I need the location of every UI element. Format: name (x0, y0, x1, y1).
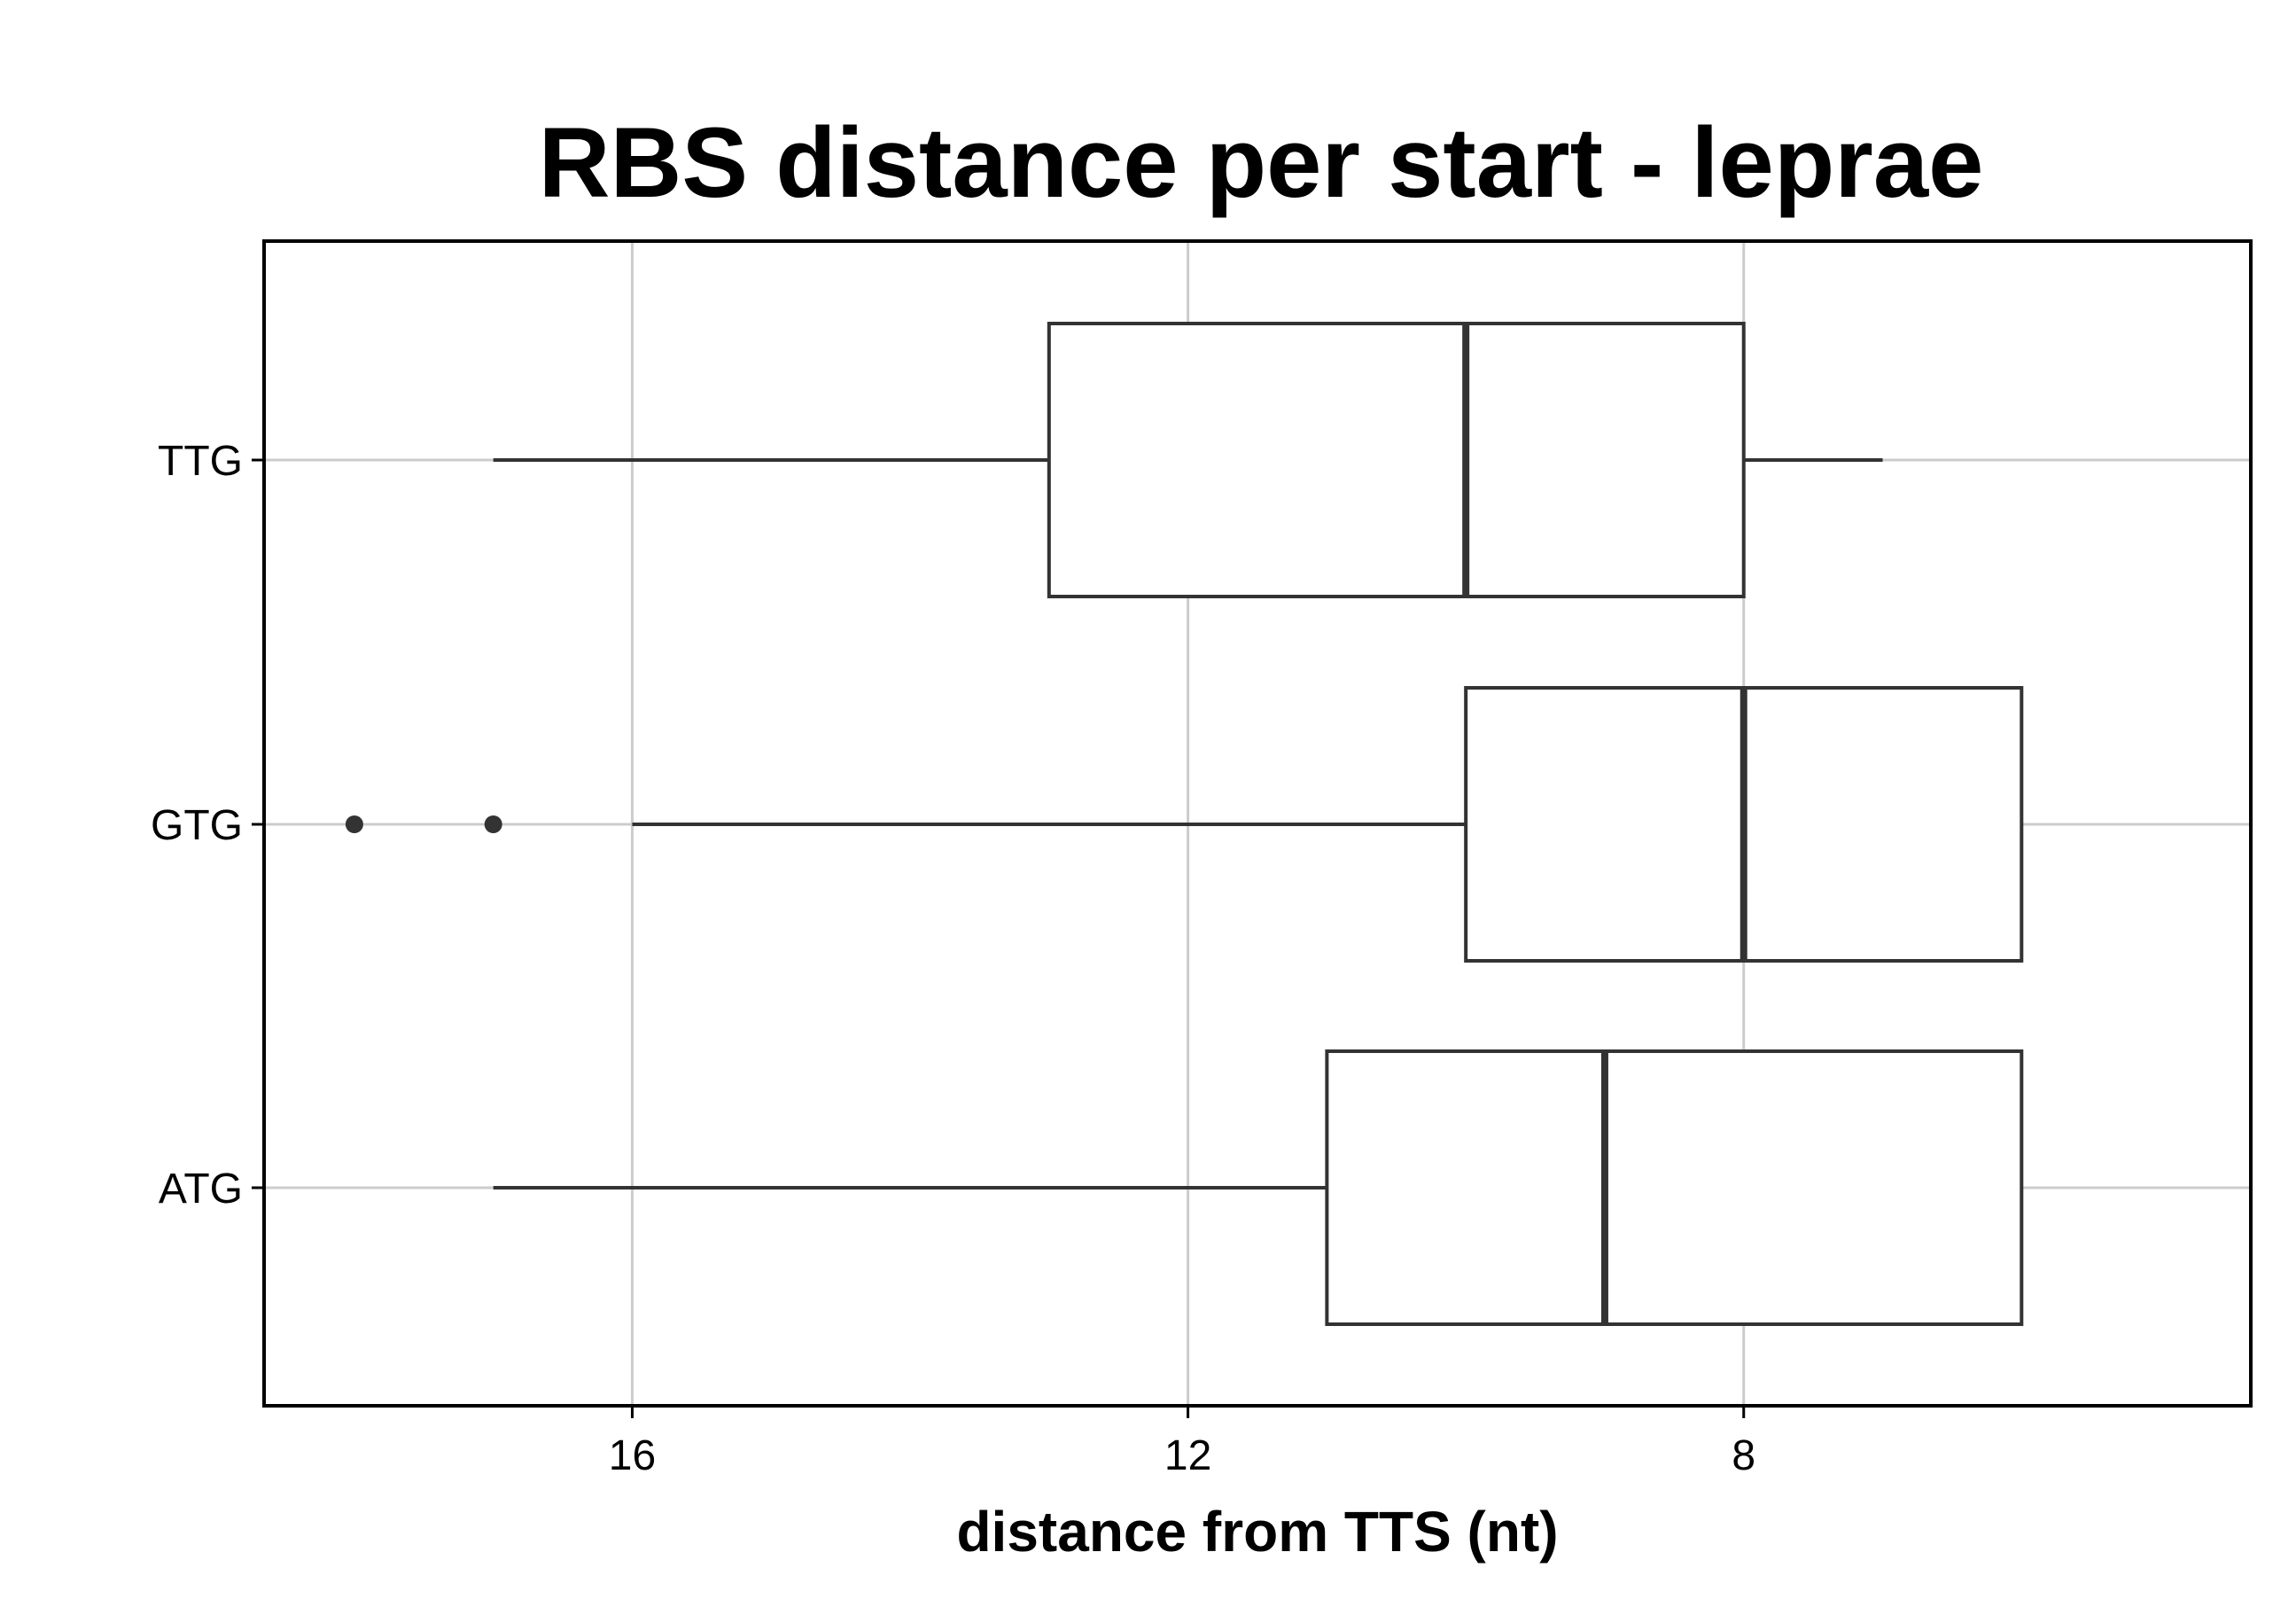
x-tick-label-12: 12 (1164, 1432, 1211, 1479)
y-tick-label-ttg: TTG (158, 438, 243, 485)
y-tick-label-gtg: GTG (151, 802, 243, 849)
y-tick-label-atg: ATG (159, 1166, 243, 1213)
box-group-ttg (493, 322, 1883, 598)
x-tick-label-16: 16 (609, 1432, 656, 1479)
box-group-atg (493, 1049, 2024, 1326)
outlier-point-gtg-18 (345, 815, 363, 833)
box-atg (1325, 1049, 2024, 1326)
outlier-point-gtg-17 (484, 815, 502, 833)
x-axis-label: distance from TTS (nt) (956, 1500, 1558, 1564)
x-tick-label-8: 8 (1732, 1432, 1755, 1479)
chart-title: RBS distance per start - leprae (539, 107, 1984, 218)
box-group-gtg (345, 686, 2024, 963)
box-layer (345, 322, 2024, 1326)
axis-layer: 16 12 8 ATG GTG TTG (151, 438, 1755, 1479)
box-ttg (1047, 322, 1746, 598)
